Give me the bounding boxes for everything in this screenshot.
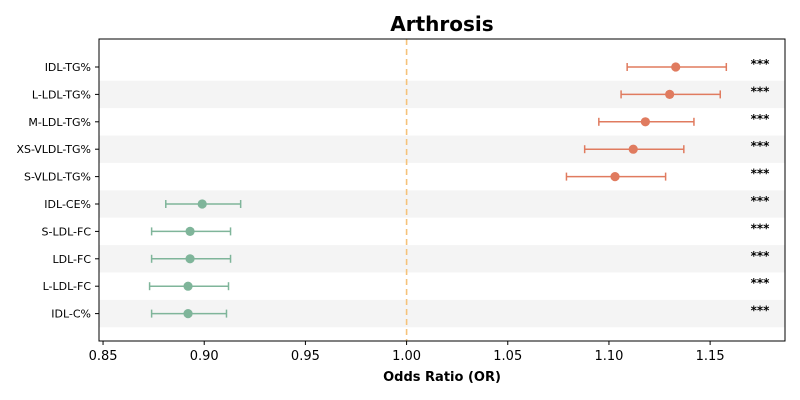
y-tick-label: IDL-C% xyxy=(51,308,91,321)
significance-label: *** xyxy=(751,194,771,208)
forest-row: *** xyxy=(150,304,771,319)
forest-row: *** xyxy=(148,276,771,291)
odds-ratio-point xyxy=(640,117,650,127)
odds-ratio-point xyxy=(183,309,193,319)
plot-frame xyxy=(98,38,786,342)
odds-ratio-point xyxy=(197,199,207,209)
forest-row: *** xyxy=(583,139,771,154)
forest-row: *** xyxy=(620,84,771,99)
significance-label: *** xyxy=(751,221,771,235)
significance-label: *** xyxy=(751,249,771,263)
significance-label: *** xyxy=(751,276,771,290)
y-tick-label: IDL-CE% xyxy=(44,198,91,211)
y-axis: IDL-TG% L-LDL-TG% M-LDL-TG% XS-VLDL-TG% S-VL… xyxy=(16,61,99,321)
y-tick-label: S-VLDL-TG% xyxy=(24,171,91,184)
odds-ratio-point xyxy=(185,254,195,264)
x-tick-label: 1.15 xyxy=(696,349,725,364)
odds-ratio-point xyxy=(185,226,195,236)
odds-ratio-point xyxy=(183,281,193,291)
y-tick-label: L-LDL-FC xyxy=(43,280,92,293)
x-tick-label: 0.95 xyxy=(291,349,320,364)
odds-ratio-point xyxy=(610,172,620,182)
x-tick-label: 1.00 xyxy=(392,349,421,364)
x-tick-label: 1.05 xyxy=(493,349,522,364)
data-rows: *** *** *** *** *** *** *** *** *** *** xyxy=(148,57,771,319)
significance-label: *** xyxy=(751,304,771,318)
x-axis: 0.85 0.90 0.95 1.00 1.05 1.10 1.15 xyxy=(89,341,725,364)
x-tick-label: 0.85 xyxy=(89,349,118,364)
y-tick-label: S-LDL-FC xyxy=(42,225,92,238)
odds-ratio-point xyxy=(665,89,675,99)
x-axis-label: Odds Ratio (OR) xyxy=(383,370,501,385)
y-tick-label: LDL-FC xyxy=(52,253,91,266)
y-tick-label: IDL-TG% xyxy=(45,61,91,74)
significance-label: *** xyxy=(751,112,771,126)
chart-title: Arthrosis xyxy=(390,12,493,36)
y-tick-label: M-LDL-TG% xyxy=(28,116,91,129)
forest-row: *** xyxy=(150,221,771,236)
forest-row: *** xyxy=(598,112,771,127)
forest-row: *** xyxy=(150,249,771,264)
forest-row: *** xyxy=(626,57,771,72)
forest-row: *** xyxy=(565,167,771,182)
forest-row: *** xyxy=(165,194,771,209)
y-tick-label: L-LDL-TG% xyxy=(32,88,91,101)
significance-label: *** xyxy=(751,167,771,181)
significance-label: *** xyxy=(751,84,771,98)
x-tick-label: 0.90 xyxy=(190,349,219,364)
odds-ratio-point xyxy=(671,62,681,72)
x-tick-label: 1.10 xyxy=(594,349,623,364)
odds-ratio-point xyxy=(628,144,638,154)
y-tick-label: XS-VLDL-TG% xyxy=(16,143,91,156)
significance-label: *** xyxy=(751,139,771,153)
significance-label: *** xyxy=(751,57,771,71)
